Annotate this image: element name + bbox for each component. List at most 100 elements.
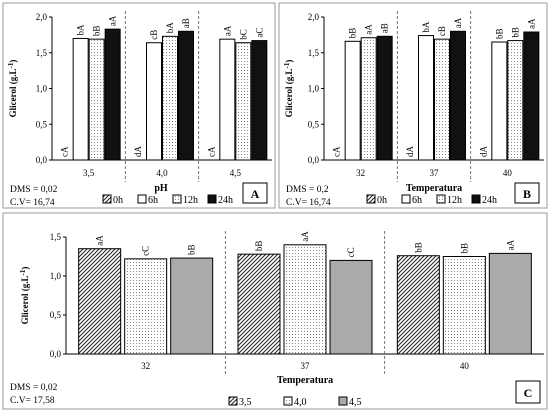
bar xyxy=(507,40,524,161)
significance-label: bB xyxy=(92,26,102,37)
significance-label: bA xyxy=(165,22,175,34)
bar xyxy=(434,38,450,161)
bar xyxy=(523,31,540,161)
significance-label: bB xyxy=(510,27,520,38)
bar xyxy=(283,244,327,355)
legend-swatch xyxy=(338,396,348,406)
bar xyxy=(219,38,236,161)
bar xyxy=(72,37,89,161)
bar xyxy=(78,248,122,355)
panel-a-label: A xyxy=(251,187,260,201)
significance-label: bB xyxy=(187,245,197,256)
x-tick-label: 40 xyxy=(503,168,513,178)
panel-a-stat-dms: DMS = 0,02 xyxy=(10,185,58,195)
legend-label: 3,5 xyxy=(239,397,252,408)
significance-label: dA xyxy=(405,146,415,158)
significance-label: cA xyxy=(332,146,342,157)
panel-c-stat-dms: DMS = 0,02 xyxy=(10,383,58,393)
legend-swatch xyxy=(471,194,481,204)
significance-label: bB xyxy=(494,29,504,40)
significance-label: cC xyxy=(141,246,151,256)
panel-a-label-box xyxy=(242,182,268,204)
panel-b-stat-dms: DMS = 0,2 xyxy=(286,185,329,195)
x-axis-label: Temperatura xyxy=(406,183,462,194)
bar xyxy=(329,259,373,355)
chart-panel-a: 0,0 0,5 1,0 1,5 2,0 Glicerol (g.L-1) 3,5 cA bA bB… xyxy=(7,11,272,206)
bar xyxy=(344,40,361,161)
panel-a-stat-cv: C.V= 16,74 xyxy=(10,198,55,208)
panel-c-frame xyxy=(2,212,548,410)
significance-label: bB xyxy=(254,241,264,252)
panel-a-frame xyxy=(2,2,276,209)
bar xyxy=(442,256,486,355)
x-tick-label: 3,5 xyxy=(83,168,95,178)
y-tick-label: 1,0 xyxy=(308,84,320,94)
bar xyxy=(418,35,434,161)
legend-label: 4,0 xyxy=(294,397,307,408)
bar xyxy=(396,255,440,355)
significance-label: aA xyxy=(95,235,105,246)
significance-label: bA xyxy=(76,24,86,36)
x-axis-label: Temperatura xyxy=(277,375,333,386)
legend-label: 24h xyxy=(218,195,233,206)
legend-swatch xyxy=(172,194,182,204)
y-axis-label: Glicerol (g.L-1) xyxy=(7,60,18,118)
legend-label: 4,5 xyxy=(349,397,362,408)
panel-b-label-box xyxy=(514,182,540,204)
legend-label: 6h xyxy=(148,195,158,206)
x-axis-label: pH xyxy=(154,183,168,194)
panel-c-label-box xyxy=(515,380,541,404)
y-tick-label: 1,5 xyxy=(36,48,48,58)
x-tick-label: 32 xyxy=(356,168,365,178)
significance-label: aA xyxy=(300,231,310,242)
significance-label: aA xyxy=(526,18,536,29)
bar xyxy=(146,42,162,161)
significance-label: bC xyxy=(238,29,248,40)
y-tick-label: 0,5 xyxy=(308,119,320,129)
significance-label: aA xyxy=(453,17,463,28)
significance-label: aB xyxy=(380,23,390,33)
legend-swatch xyxy=(436,194,446,204)
legend: 3,5 4,0 4,5 xyxy=(228,396,362,408)
legend-swatch xyxy=(207,194,217,204)
bar xyxy=(104,28,121,161)
significance-label: bB xyxy=(413,242,423,253)
panel-b-label: B xyxy=(523,187,531,201)
x-tick-label: 32 xyxy=(141,361,150,371)
bar xyxy=(170,257,214,355)
y-tick-label: 0,0 xyxy=(50,349,62,359)
x-tick-label: 37 xyxy=(430,168,440,178)
bar xyxy=(488,252,532,355)
y-tick-label: 0,0 xyxy=(36,155,48,165)
chart-panel-b: 0,0 0,5 1,0 1,5 2,0 Glicerol (g.L-1) 32 cA bB aA a… xyxy=(283,11,544,206)
significance-label: dA xyxy=(478,146,488,158)
bar xyxy=(124,258,168,355)
y-axis-label: Glicerol (g.L-1) xyxy=(283,60,294,118)
legend-label: 6h xyxy=(412,195,422,206)
legend-swatch xyxy=(102,194,112,204)
bar xyxy=(491,41,508,161)
significance-label: aA xyxy=(108,15,118,26)
y-tick-label: 0,5 xyxy=(36,119,48,129)
x-tick-label: 37 xyxy=(301,361,311,371)
y-tick-label: 2,0 xyxy=(308,12,320,22)
bar xyxy=(360,37,377,161)
legend-label: 0h xyxy=(113,195,123,206)
significance-label: cC xyxy=(346,247,356,257)
legend-swatch xyxy=(283,396,293,406)
significance-label: cA xyxy=(206,146,216,157)
bar xyxy=(88,38,105,161)
significance-label: aA xyxy=(505,239,515,250)
significance-label: aB xyxy=(181,18,191,28)
x-tick-label: 40 xyxy=(460,361,470,371)
significance-label: bB xyxy=(348,28,358,39)
y-tick-label: 2,0 xyxy=(36,12,48,22)
significance-label: cB xyxy=(149,30,159,40)
y-tick-label: 1,5 xyxy=(50,232,62,242)
bar xyxy=(251,40,268,161)
significance-label: aA xyxy=(364,24,374,35)
bar xyxy=(376,35,393,161)
significance-label: aC xyxy=(254,28,264,38)
bar xyxy=(178,30,194,161)
